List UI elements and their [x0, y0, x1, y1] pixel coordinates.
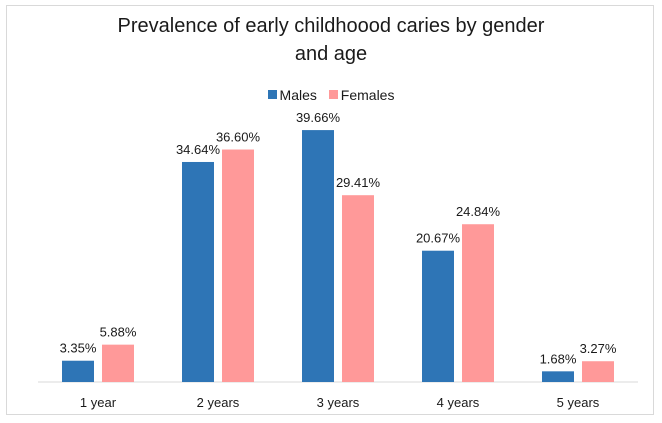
bar-males-2 — [182, 161, 214, 382]
data-label-males-1: 3.35% — [60, 341, 97, 356]
legend-item-males: Males — [267, 86, 317, 103]
bar-females-5 — [582, 361, 614, 382]
legend-swatch-males — [267, 90, 277, 99]
data-label-males-4: 20.67% — [416, 231, 461, 246]
x-tick-label-5: 5 years — [557, 395, 600, 410]
data-label-females-1: 5.88% — [100, 325, 137, 340]
bar-females-2 — [222, 149, 254, 382]
bar-females-3 — [342, 195, 374, 382]
data-label-females-3: 29.41% — [336, 175, 381, 190]
data-label-males-5: 1.68% — [540, 351, 577, 366]
x-tick-label-4: 4 years — [437, 395, 480, 410]
bar-males-3 — [302, 130, 334, 382]
bar-males-5 — [542, 371, 574, 382]
bar-males-4 — [422, 250, 454, 382]
data-label-females-2: 36.60% — [216, 130, 261, 145]
data-label-males-3: 39.66% — [296, 110, 341, 125]
x-tick-label-1: 1 year — [80, 395, 117, 410]
chart-legend: Males Females — [0, 86, 662, 103]
legend-label-females: Females — [340, 86, 395, 103]
bar-females-4 — [462, 224, 494, 382]
bar-females-1 — [102, 344, 134, 382]
x-tick-label-3: 3 years — [317, 395, 360, 410]
legend-item-females: Females — [328, 86, 395, 103]
legend-label-males: Males — [279, 86, 317, 103]
bar-males-1 — [62, 360, 94, 382]
chart-title-line-1: Prevalence of early childhoood caries by… — [117, 15, 545, 37]
data-label-females-4: 24.84% — [456, 204, 501, 219]
x-tick-label-2: 2 years — [197, 395, 240, 410]
chart-title-line-2: and age — [294, 43, 368, 65]
chart-title: Prevalence of early childhoood caries by… — [0, 12, 662, 68]
data-label-males-2: 34.64% — [176, 142, 221, 157]
legend-swatch-females — [328, 90, 338, 99]
data-label-females-5: 3.27% — [580, 341, 617, 356]
